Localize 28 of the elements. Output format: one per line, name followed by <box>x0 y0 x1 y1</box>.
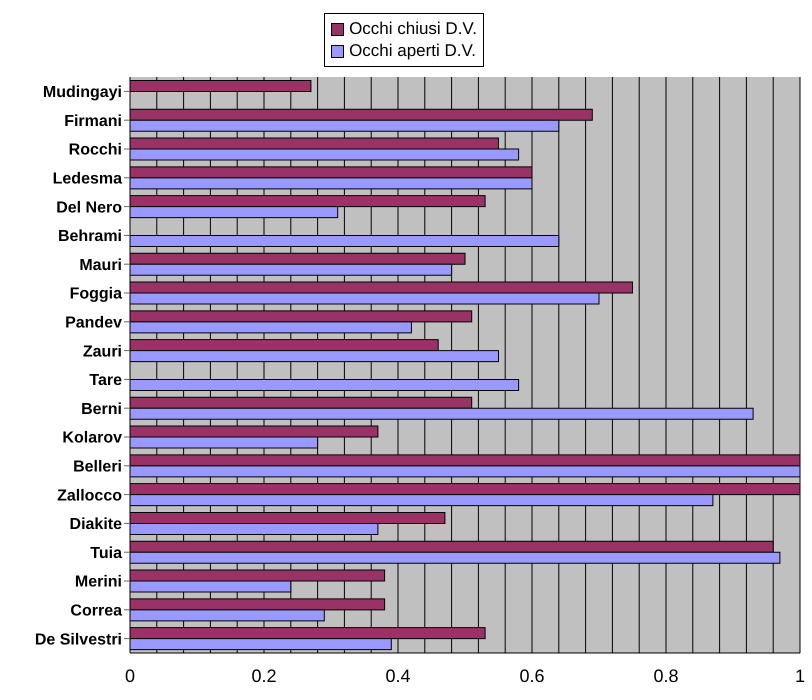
y-tick-label: Rocchi <box>68 142 122 159</box>
legend-label: Occhi aperti D.V. <box>349 41 476 61</box>
y-tick-label: Merini <box>74 574 122 591</box>
y-tick-label: Pandev <box>65 314 122 332</box>
y-tick-label: Tuia <box>90 544 122 562</box>
y-tick-label: Zauri <box>82 343 122 360</box>
x-tick-label: 0.6 <box>519 666 545 686</box>
y-tick-label: Tare <box>89 372 122 390</box>
legend-label: Occhi chiusi D.V. <box>349 19 477 39</box>
x-tick-label: 1 <box>794 666 806 686</box>
y-tick-label: Zallocco <box>57 487 122 504</box>
y-tick-label: Mauri <box>79 256 122 274</box>
y-tick-label: Behrami <box>58 228 122 246</box>
y-tick-label: Ledesma <box>52 170 122 188</box>
y-tick-label: Mudingayi <box>42 84 122 102</box>
y-tick-label: Diakite <box>70 516 122 534</box>
y-tick-label: Del Nero <box>56 199 122 216</box>
x-tick-label: 0.4 <box>385 666 411 686</box>
x-tick-label: 0 <box>124 666 136 686</box>
y-tick-label: Kolarov <box>62 430 122 447</box>
y-tick-label: Firmani <box>64 112 122 130</box>
x-tick-label: 0.2 <box>251 666 277 686</box>
y-tick-label: De Silvestri <box>34 631 122 648</box>
y-tick-label: Correa <box>70 602 122 620</box>
y-tick-label: Foggia <box>70 286 122 303</box>
y-tick-label: Belleri <box>73 458 122 476</box>
y-tick-label: Berni <box>81 400 122 418</box>
x-tick-label: 0.8 <box>653 666 679 686</box>
